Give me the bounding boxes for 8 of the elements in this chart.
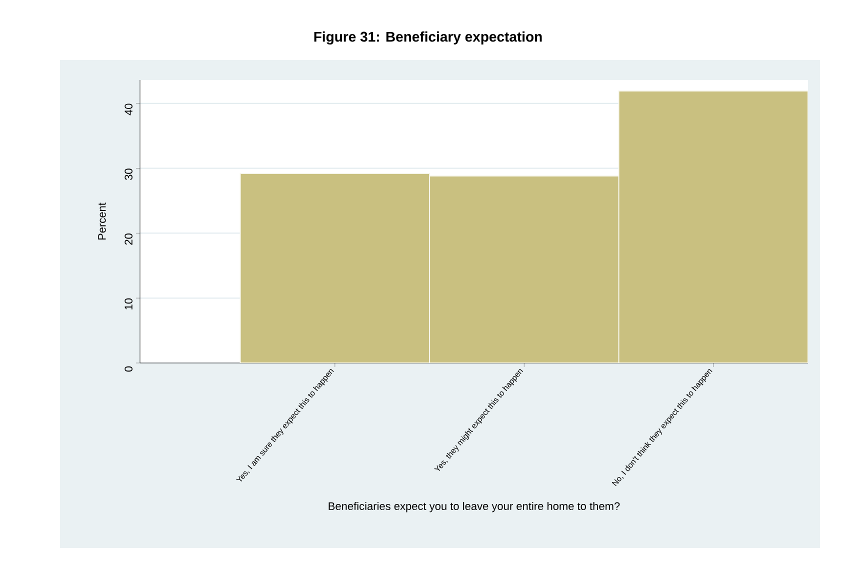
- y-tick-label: 10: [124, 298, 132, 310]
- y-tick-label: 40: [124, 104, 132, 116]
- y-tick-label: 20: [124, 234, 132, 245]
- y-tick-label: 0: [124, 366, 132, 372]
- chart-title: Figure 31: Beneficiary expectation: [314, 31, 542, 45]
- y-axis-title: Percent: [98, 202, 106, 240]
- x-axis-title: Beneficiaries expect you to leave your entire home to them?: [328, 502, 620, 512]
- y-tick-label: 30: [124, 168, 132, 180]
